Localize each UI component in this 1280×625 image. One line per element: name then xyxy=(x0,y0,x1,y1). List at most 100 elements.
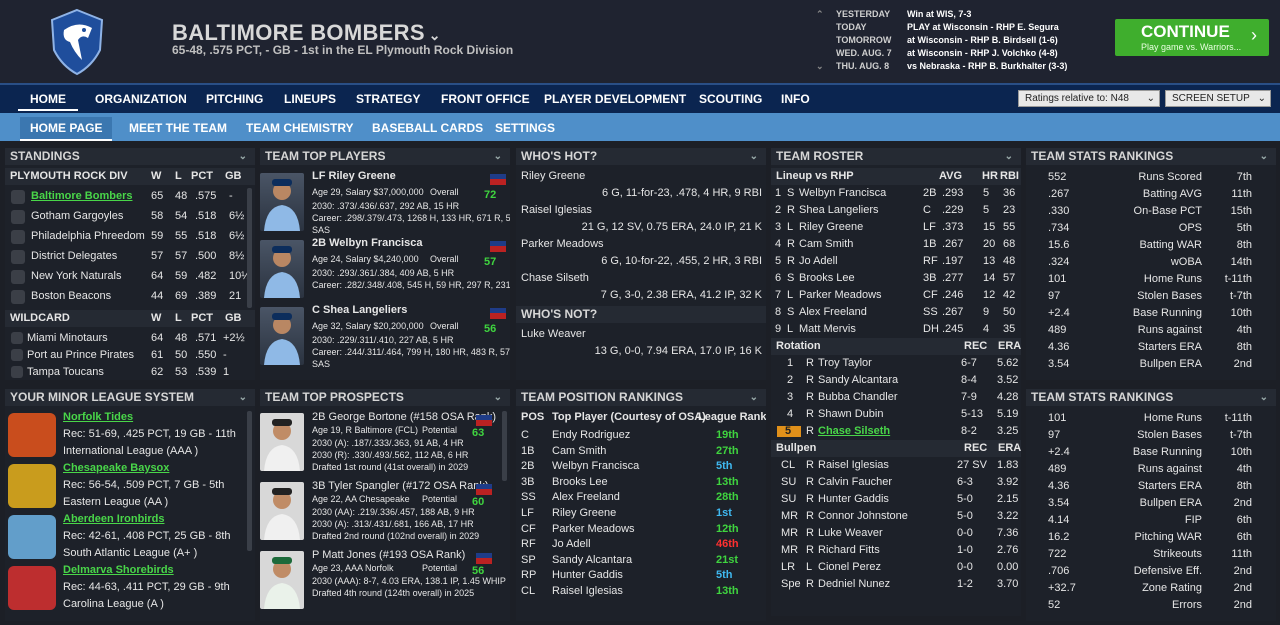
stats-row[interactable]: .734 OPS 5th xyxy=(1026,220,1276,237)
nav-info[interactable]: INFO xyxy=(781,92,810,106)
stats-row[interactable]: 16.2 Pitching WAR 6th xyxy=(1026,529,1276,546)
prospect-name[interactable]: 2B George Bortone (#158 OSA Rank) xyxy=(312,411,497,423)
chevron-down-icon[interactable]: ⌄ xyxy=(816,61,824,71)
subnav-home-page[interactable]: HOME PAGE xyxy=(20,117,113,141)
player-name[interactable]: Jo Adell xyxy=(799,255,838,267)
nav-organization[interactable]: ORGANIZATION xyxy=(95,92,187,106)
player-name[interactable]: Brooks Lee xyxy=(552,475,608,488)
player-name[interactable]: Sandy Alcantara xyxy=(552,553,633,566)
bullpen-row[interactable]: MR R Richard Fitts 1-0 2.76 xyxy=(771,542,1021,559)
bullpen-row[interactable]: SU R Hunter Gaddis 5-0 2.15 xyxy=(771,491,1021,508)
player-name[interactable]: Richard Fitts xyxy=(818,544,880,556)
player-name[interactable]: Raisel Iglesias xyxy=(552,585,623,597)
position-row[interactable]: C Endy Rodriguez 19th xyxy=(516,427,766,444)
chevron-down-icon[interactable]: ⌄ xyxy=(1004,151,1013,162)
stats-row[interactable]: 97 Stolen Bases t-7th xyxy=(1026,288,1276,305)
rotation-row[interactable]: 3 R Bubba Chandler 7-9 4.28 xyxy=(771,389,1021,406)
standings-row[interactable]: Philadelphia Phreedom 59 55 .518 6½ xyxy=(5,228,255,245)
team-name[interactable]: Tampa Toucans xyxy=(27,366,104,378)
position-row[interactable]: LF Riley Greene 1st xyxy=(516,505,766,522)
prospect-name[interactable]: 3B Tyler Spangler (#172 OSA Rank) xyxy=(312,480,489,492)
schedule-game[interactable]: vs Nebraska - RHP B. Burkhalter (3-3) xyxy=(907,61,1068,71)
scrollbar[interactable] xyxy=(247,411,252,551)
minor-team-name[interactable]: Delmarva Shorebirds xyxy=(63,564,174,576)
team-name[interactable]: Gotham Gargoyles xyxy=(31,210,124,222)
standings-row[interactable]: Boston Beacons 44 69 .389 21 xyxy=(5,288,255,305)
schedule-game[interactable]: PLAY at Wisconsin - RHP E. Segura xyxy=(907,22,1059,32)
nav-pitching[interactable]: PITCHING xyxy=(206,92,264,106)
wildcard-row[interactable]: Port au Prince Pirates 61 50 .550- xyxy=(5,347,255,364)
player-name[interactable]: Shea Langeliers xyxy=(799,204,879,216)
player-name[interactable]: Welbyn Francisca xyxy=(799,187,887,199)
stats-row[interactable]: 4.36 Starters ERA 8th xyxy=(1026,339,1276,356)
player-name[interactable]: Cam Smith xyxy=(799,238,854,250)
rotation-row[interactable]: 5 R Chase Silseth 8-2 3.25 xyxy=(771,423,1021,440)
wildcard-row[interactable]: Miami Minotaurs 64 48 .571 +2½ xyxy=(5,330,255,347)
subnav-settings[interactable]: SETTINGS xyxy=(495,121,556,135)
stats-row[interactable]: 722 Strikeouts 11th xyxy=(1026,546,1276,563)
bullpen-row[interactable]: MR R Connor Johnstone 5-0 3.22 xyxy=(771,508,1021,525)
position-row[interactable]: 2B Welbyn Francisca 5th xyxy=(516,458,766,475)
lineup-row[interactable]: 8 S Alex Freeland SS .267 9 50 xyxy=(771,304,1021,321)
player-name[interactable]: C Shea Langeliers xyxy=(312,304,408,316)
player-name[interactable]: Luke Weaver xyxy=(818,527,883,539)
bullpen-row[interactable]: MR R Luke Weaver 0-0 7.36 xyxy=(771,525,1021,542)
subnav-baseball-cards[interactable]: BASEBALL CARDS xyxy=(372,121,484,135)
stats-row[interactable]: .267 Batting AVG 11th xyxy=(1026,186,1276,203)
player-name[interactable]: LF Riley Greene xyxy=(312,170,396,182)
hot-player-name[interactable]: Riley Greene xyxy=(521,170,586,182)
standings-row[interactable]: New York Naturals 64 59 .482 10½ xyxy=(5,268,255,285)
player-name[interactable]: Calvin Faucher xyxy=(818,476,892,488)
team-name[interactable]: Port au Prince Pirates xyxy=(27,349,134,361)
stats-row[interactable]: 4.14 FIP 6th xyxy=(1026,512,1276,529)
stats-row[interactable]: 552 Runs Scored 7th xyxy=(1026,169,1276,186)
scrollbar[interactable] xyxy=(247,188,252,308)
scrollbar[interactable] xyxy=(502,411,507,481)
position-row[interactable]: SS Alex Freeland 28th xyxy=(516,489,766,506)
prospect-photo[interactable] xyxy=(260,413,304,471)
standings-row[interactable]: Gotham Gargoyles 58 54 .518 6½ xyxy=(5,208,255,225)
stats-row[interactable]: .324 wOBA 14th xyxy=(1026,254,1276,271)
standings-row[interactable]: District Delegates 57 57 .500 8½ xyxy=(5,248,255,265)
nav-home[interactable]: HOME xyxy=(18,92,78,111)
player-name[interactable]: Connor Johnstone xyxy=(818,510,908,522)
player-name[interactable]: Hunter Gaddis xyxy=(818,493,889,505)
subnav-team-chemistry[interactable]: TEAM CHEMISTRY xyxy=(246,121,354,135)
team-name[interactable]: Baltimore Bombers xyxy=(31,190,133,202)
lineup-row[interactable]: 4 R Cam Smith 1B .267 20 68 xyxy=(771,236,1021,253)
player-photo[interactable] xyxy=(260,307,304,365)
stats-row[interactable]: .330 On-Base PCT 15th xyxy=(1026,203,1276,220)
lineup-row[interactable]: 7 L Parker Meadows CF .246 12 42 xyxy=(771,287,1021,304)
hot-player-name[interactable]: Chase Silseth xyxy=(521,272,589,284)
chevron-down-icon[interactable]: ⌄ xyxy=(493,392,502,403)
team-name[interactable]: District Delegates xyxy=(31,250,118,262)
position-row[interactable]: CL Raisel Iglesias 13th xyxy=(516,583,766,600)
lineup-row[interactable]: 3 L Riley Greene LF .373 15 55 xyxy=(771,219,1021,236)
schedule-game[interactable]: Win at WIS, 7-3 xyxy=(907,9,972,19)
player-name[interactable]: Sandy Alcantara xyxy=(818,374,899,386)
rotation-row[interactable]: 2 R Sandy Alcantara 8-4 3.52 xyxy=(771,372,1021,389)
bullpen-row[interactable]: CL R Raisel Iglesias 27 SV 1.83 xyxy=(771,457,1021,474)
stats-row[interactable]: +2.4 Base Running 10th xyxy=(1026,305,1276,322)
player-name[interactable]: Parker Meadows xyxy=(799,289,882,301)
stats-row[interactable]: .706 Defensive Eff. 2nd xyxy=(1026,563,1276,580)
minor-team-name[interactable]: Aberdeen Ironbirds xyxy=(63,513,165,525)
chevron-up-icon[interactable]: ⌃ xyxy=(816,9,824,19)
wildcard-row[interactable]: Tampa Toucans 62 53 .539 1 xyxy=(5,364,255,380)
position-row[interactable]: SP Sandy Alcantara 21st xyxy=(516,552,766,569)
nav-lineups[interactable]: LINEUPS xyxy=(284,92,337,106)
stats-row[interactable]: 15.6 Batting WAR 8th xyxy=(1026,237,1276,254)
lineup-row[interactable]: 6 S Brooks Lee 3B .277 14 57 xyxy=(771,270,1021,287)
rotation-row[interactable]: 1 R Troy Taylor 6-7 5.62 xyxy=(771,355,1021,372)
position-row[interactable]: 1B Cam Smith 27th xyxy=(516,443,766,460)
player-name[interactable]: Bubba Chandler xyxy=(818,391,898,403)
player-name[interactable]: Cam Smith xyxy=(552,444,607,457)
stats-row[interactable]: 489 Runs against 4th xyxy=(1026,461,1276,478)
lineup-row[interactable]: 2 R Shea Langeliers C .229 5 23 xyxy=(771,202,1021,219)
chevron-down-icon[interactable]: ⌄ xyxy=(493,151,502,162)
rotation-row[interactable]: 4 R Shawn Dubin 5-13 5.19 xyxy=(771,406,1021,423)
minor-team-name[interactable]: Chesapeake Baysox xyxy=(63,462,170,474)
minor-team-name[interactable]: Norfolk Tides xyxy=(63,411,134,423)
stats-row[interactable]: +32.7 Zone Rating 2nd xyxy=(1026,580,1276,597)
position-row[interactable]: 3B Brooks Lee 13th xyxy=(516,474,766,491)
